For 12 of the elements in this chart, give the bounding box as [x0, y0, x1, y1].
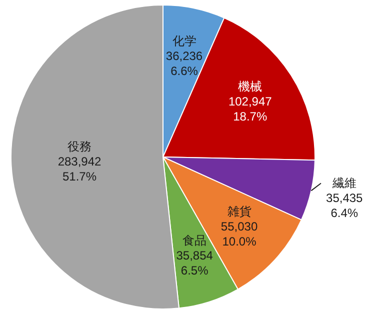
data-label: 35,854 6.5% — [176, 248, 214, 278]
slice-label: 機械 — [238, 79, 262, 94]
slice-label: 食品 — [182, 233, 207, 248]
data-label: 55,030 10.0% — [220, 220, 258, 249]
data-label: 283,942 51.7% — [58, 154, 102, 184]
data-label: 102,947 18.7% — [228, 94, 272, 124]
data-label: 35,435 6.4% — [326, 191, 364, 220]
slice-label: 雑貨 — [227, 204, 252, 219]
slice-label: 役務 — [68, 139, 92, 154]
slice-label: 化学 — [172, 34, 196, 48]
slice-label: 繊維 — [331, 176, 356, 190]
data-label: 36,236 6.6% — [166, 48, 203, 78]
